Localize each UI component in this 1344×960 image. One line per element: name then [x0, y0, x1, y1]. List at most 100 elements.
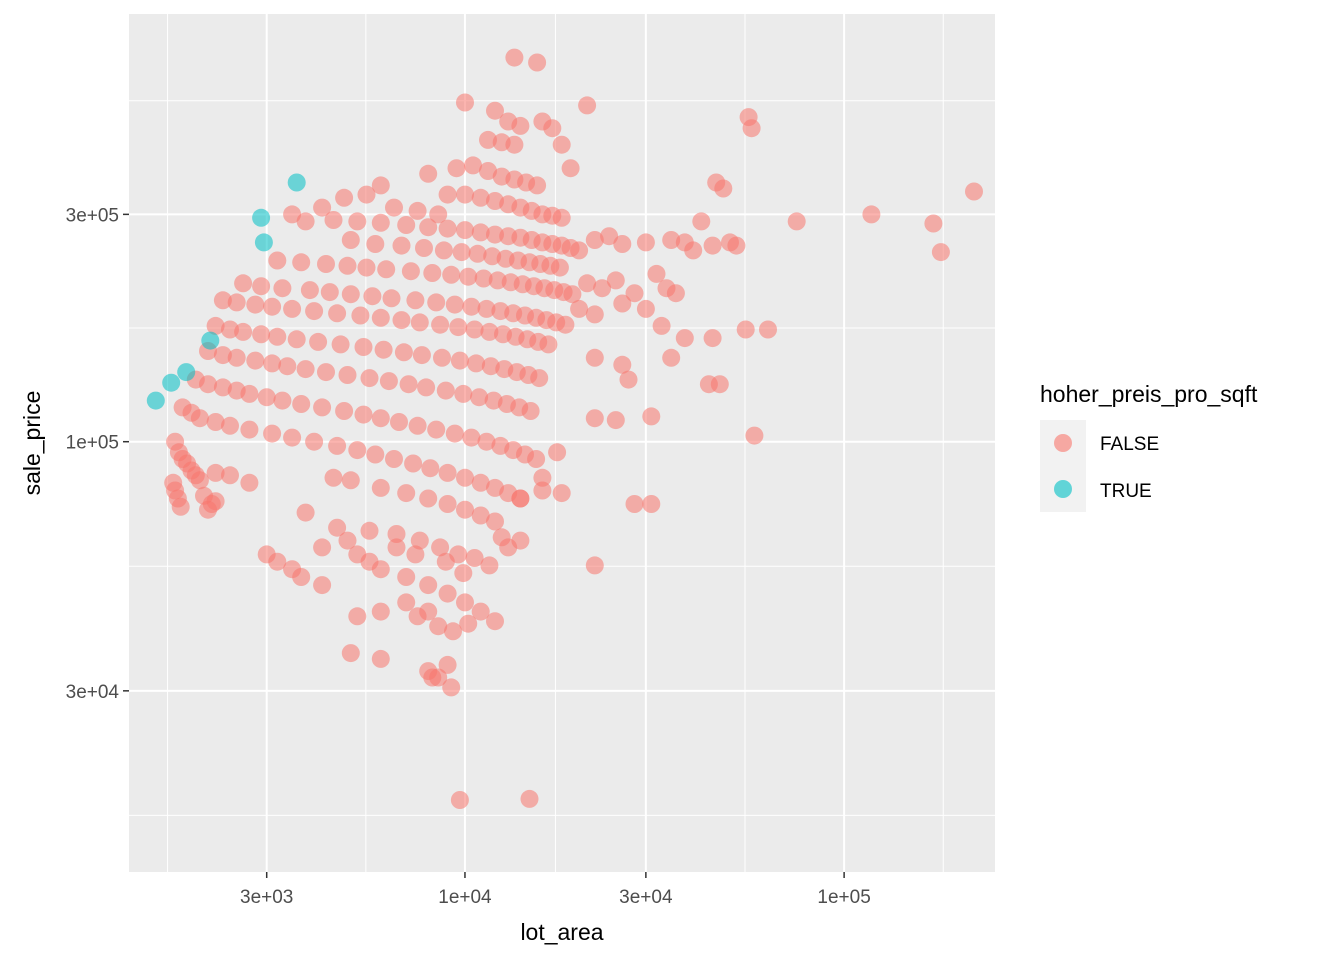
point-false: [703, 236, 722, 255]
point-false: [528, 53, 547, 72]
point-false: [486, 225, 504, 244]
point-false: [199, 375, 217, 394]
point-true: [162, 373, 181, 392]
point-false: [578, 96, 597, 115]
point-false: [404, 454, 423, 473]
point-false: [341, 231, 360, 249]
point-false: [552, 484, 571, 503]
point-false: [642, 407, 661, 426]
point-false: [283, 428, 302, 447]
point-false: [438, 219, 457, 238]
point-false: [924, 214, 943, 233]
point-false: [371, 560, 390, 579]
y-tick-label: 1e+05: [66, 433, 119, 454]
point-false: [292, 253, 311, 272]
point-false: [467, 354, 486, 373]
point-false: [471, 602, 490, 621]
point-false: [447, 159, 466, 178]
point-false: [543, 119, 562, 138]
point-false: [206, 316, 225, 335]
point-false: [449, 318, 468, 337]
point-false: [377, 260, 396, 279]
point-false: [459, 267, 478, 286]
point-false: [431, 538, 450, 557]
point-false: [397, 593, 416, 612]
point-false: [387, 525, 406, 543]
point-false: [613, 355, 632, 374]
point-false: [511, 531, 530, 550]
point-false: [662, 231, 681, 249]
point-false: [313, 576, 332, 595]
point-false: [625, 495, 644, 513]
point-false: [471, 188, 490, 207]
point-false: [585, 231, 604, 249]
point-false: [190, 471, 209, 490]
point-false: [585, 305, 604, 324]
point-false: [736, 320, 755, 339]
point-false: [206, 492, 225, 511]
point-false: [296, 360, 315, 379]
point-false: [419, 602, 438, 621]
series-true-points: [146, 173, 306, 410]
point-false: [481, 357, 500, 376]
point-false: [625, 284, 644, 303]
point-true: [177, 363, 196, 382]
point-false: [313, 398, 332, 417]
point-false: [320, 283, 339, 302]
point-false: [292, 395, 311, 413]
point-false: [419, 164, 438, 183]
point-false: [468, 244, 487, 263]
point-false: [360, 521, 379, 540]
point-false: [341, 285, 360, 304]
point-false: [317, 363, 335, 382]
point-false: [371, 409, 390, 428]
point-false: [454, 564, 473, 583]
point-false: [480, 556, 499, 575]
point-false: [456, 221, 474, 240]
point-false: [427, 420, 446, 439]
point-false: [401, 262, 420, 281]
point-false: [438, 185, 457, 204]
point-false: [371, 176, 390, 195]
point-false: [606, 411, 625, 430]
point-false: [313, 198, 332, 217]
point-false: [438, 495, 457, 513]
point-false: [348, 441, 367, 460]
point-false: [305, 302, 324, 321]
point-false: [474, 269, 493, 288]
point-false: [354, 338, 373, 356]
point-false: [387, 538, 406, 557]
point-false: [317, 255, 335, 273]
point-false: [619, 370, 638, 389]
point-false: [429, 617, 448, 636]
point-false: [283, 205, 302, 224]
point-false: [454, 384, 473, 403]
point-false: [313, 538, 332, 557]
point-false: [450, 351, 469, 370]
point-false: [613, 235, 632, 253]
point-false: [392, 311, 411, 330]
point-false: [465, 549, 484, 567]
point-false: [234, 322, 253, 341]
point-false: [348, 607, 367, 626]
point-false: [578, 274, 597, 293]
point-false: [550, 258, 569, 277]
point-false: [335, 188, 354, 207]
point-false: [419, 576, 438, 595]
point-false: [684, 241, 703, 260]
series-false-points: [164, 48, 983, 809]
point-false: [406, 291, 425, 310]
point-false: [252, 277, 271, 296]
point-false: [433, 348, 451, 367]
point-false: [434, 241, 453, 260]
point-false: [675, 329, 694, 348]
point-false: [471, 223, 490, 242]
point-false: [742, 119, 761, 138]
point-false: [436, 381, 455, 400]
point-false: [511, 116, 530, 135]
point-false: [273, 279, 292, 298]
point-false: [423, 264, 442, 282]
point-false: [257, 388, 276, 407]
point-false: [263, 424, 282, 443]
